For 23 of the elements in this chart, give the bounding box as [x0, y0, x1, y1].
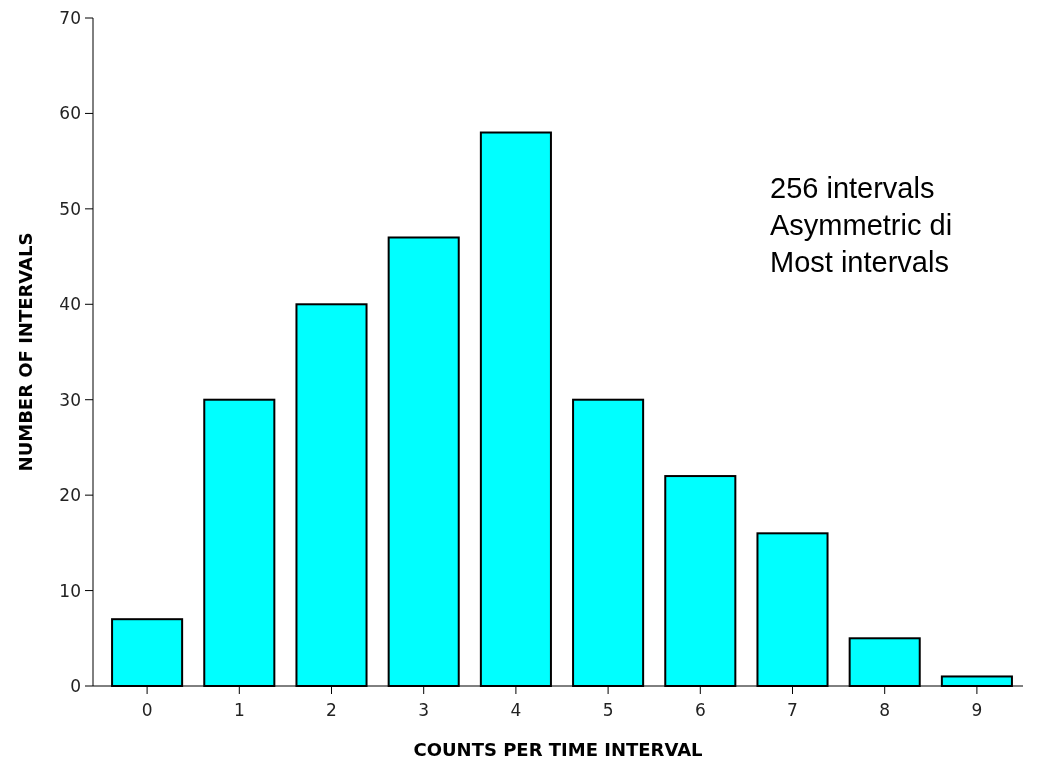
y-tick-label: 70	[59, 7, 81, 28]
annotation: 256 intervals	[770, 172, 935, 204]
x-tick-label: 8	[879, 700, 891, 720]
x-tick-label: 6	[694, 700, 706, 720]
x-tick-label: 2	[326, 700, 337, 720]
x-axis-title: COUNTS PER TIME INTERVAL	[413, 739, 703, 760]
x-tick-label: 7	[787, 700, 798, 720]
y-tick-label: 20	[59, 485, 81, 506]
y-tick-label: 60	[59, 103, 81, 124]
x-tick-label: 1	[233, 700, 245, 720]
y-tick-label: 30	[59, 389, 81, 410]
x-tick-label: 9	[971, 700, 983, 720]
x-tick-label: 5	[602, 700, 614, 720]
y-axis-title: NUMBER OF INTERVALS	[15, 232, 36, 472]
x-tick-label: 0	[141, 700, 153, 720]
annotation: Asymmetric di	[770, 209, 953, 241]
y-tick-label: 10	[59, 580, 81, 601]
y-tick-label: 0	[70, 675, 81, 696]
y-tick-label: 40	[59, 294, 81, 315]
x-tick-label: 3	[418, 700, 430, 720]
x-tick-label: 4	[510, 700, 522, 720]
y-tick-label: 50	[59, 198, 81, 219]
annotation: Most intervals	[770, 246, 949, 278]
